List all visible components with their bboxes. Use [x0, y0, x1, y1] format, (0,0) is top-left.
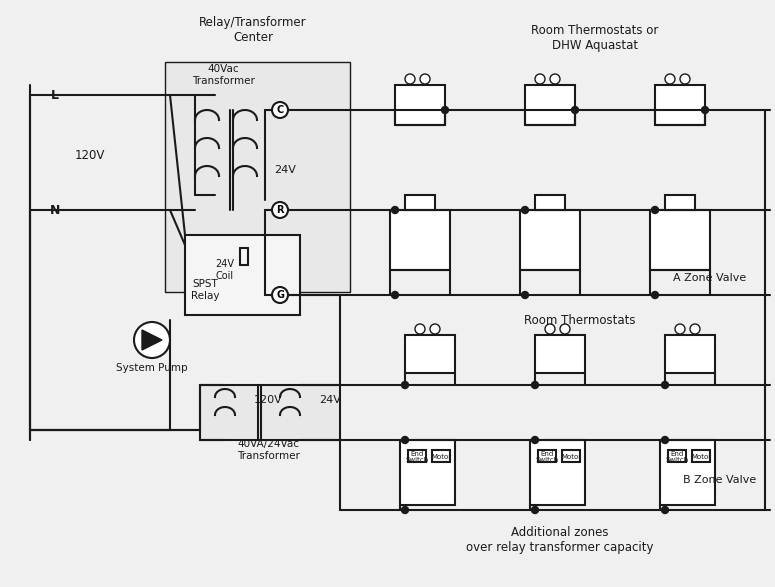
- Polygon shape: [142, 330, 162, 350]
- FancyBboxPatch shape: [400, 440, 455, 505]
- Text: 24V: 24V: [319, 395, 341, 405]
- FancyBboxPatch shape: [668, 450, 686, 462]
- FancyBboxPatch shape: [530, 440, 585, 505]
- Circle shape: [545, 324, 555, 334]
- Circle shape: [652, 292, 659, 299]
- Circle shape: [272, 202, 288, 218]
- Text: Motor: Motor: [431, 454, 451, 460]
- Text: 24V
Coil: 24V Coil: [215, 259, 235, 281]
- Text: End
Switch: End Switch: [405, 450, 429, 464]
- Text: R: R: [276, 205, 284, 215]
- FancyBboxPatch shape: [200, 385, 340, 440]
- Circle shape: [532, 382, 539, 389]
- Circle shape: [535, 74, 545, 84]
- Circle shape: [560, 324, 570, 334]
- Text: Relay/Transformer
Center: Relay/Transformer Center: [199, 16, 307, 44]
- FancyBboxPatch shape: [535, 335, 585, 373]
- Circle shape: [701, 106, 708, 113]
- Text: 40VA/24Vac
Transformer: 40VA/24Vac Transformer: [236, 439, 299, 461]
- Circle shape: [665, 74, 675, 84]
- Text: 120V: 120V: [75, 149, 105, 161]
- Text: N: N: [50, 204, 60, 217]
- FancyBboxPatch shape: [432, 450, 450, 462]
- Text: A Zone Valve: A Zone Valve: [673, 273, 746, 283]
- Text: Additional zones
over relay transformer capacity: Additional zones over relay transformer …: [467, 526, 654, 554]
- Circle shape: [662, 437, 669, 444]
- FancyBboxPatch shape: [650, 210, 710, 270]
- FancyBboxPatch shape: [405, 335, 455, 373]
- Circle shape: [652, 207, 659, 214]
- Circle shape: [522, 207, 529, 214]
- Circle shape: [550, 74, 560, 84]
- Circle shape: [134, 322, 170, 358]
- Text: Room Thermostats or
DHW Aquastat: Room Thermostats or DHW Aquastat: [532, 24, 659, 52]
- FancyBboxPatch shape: [165, 62, 350, 292]
- Text: 24V: 24V: [274, 165, 296, 175]
- Text: End
Switch: End Switch: [536, 450, 559, 464]
- Text: B Zone Valve: B Zone Valve: [684, 475, 756, 485]
- FancyBboxPatch shape: [665, 195, 695, 210]
- Circle shape: [405, 74, 415, 84]
- Circle shape: [690, 324, 700, 334]
- Text: Room Thermostats: Room Thermostats: [524, 313, 636, 326]
- Text: Motor: Motor: [561, 454, 581, 460]
- Circle shape: [532, 507, 539, 514]
- Circle shape: [272, 287, 288, 303]
- Circle shape: [391, 292, 398, 299]
- FancyBboxPatch shape: [525, 85, 575, 125]
- Circle shape: [415, 324, 425, 334]
- FancyBboxPatch shape: [655, 85, 705, 125]
- Circle shape: [675, 324, 685, 334]
- Circle shape: [420, 74, 430, 84]
- FancyBboxPatch shape: [520, 210, 580, 270]
- Circle shape: [571, 106, 578, 113]
- FancyBboxPatch shape: [185, 235, 300, 315]
- FancyBboxPatch shape: [405, 195, 435, 210]
- Circle shape: [662, 507, 669, 514]
- Circle shape: [272, 102, 288, 118]
- Text: End
Switch: End Switch: [666, 450, 689, 464]
- Circle shape: [401, 382, 408, 389]
- Text: 40Vac
Transformer: 40Vac Transformer: [191, 64, 254, 86]
- Circle shape: [532, 437, 539, 444]
- Circle shape: [522, 292, 529, 299]
- Circle shape: [430, 324, 440, 334]
- Text: 120V: 120V: [253, 395, 282, 405]
- Circle shape: [401, 507, 408, 514]
- Text: L: L: [51, 89, 59, 102]
- Circle shape: [680, 74, 690, 84]
- FancyBboxPatch shape: [538, 450, 556, 462]
- Circle shape: [442, 106, 449, 113]
- FancyBboxPatch shape: [665, 335, 715, 373]
- Text: SPST
Relay: SPST Relay: [191, 279, 219, 301]
- FancyBboxPatch shape: [692, 450, 710, 462]
- FancyBboxPatch shape: [395, 85, 445, 125]
- Circle shape: [391, 207, 398, 214]
- Text: C: C: [277, 105, 284, 115]
- Circle shape: [662, 382, 669, 389]
- FancyBboxPatch shape: [562, 450, 580, 462]
- FancyBboxPatch shape: [660, 440, 715, 505]
- Circle shape: [401, 437, 408, 444]
- Text: Motor: Motor: [691, 454, 711, 460]
- Text: G: G: [276, 290, 284, 300]
- FancyBboxPatch shape: [535, 195, 565, 210]
- FancyBboxPatch shape: [390, 210, 450, 270]
- FancyBboxPatch shape: [408, 450, 426, 462]
- Text: System Pump: System Pump: [116, 363, 188, 373]
